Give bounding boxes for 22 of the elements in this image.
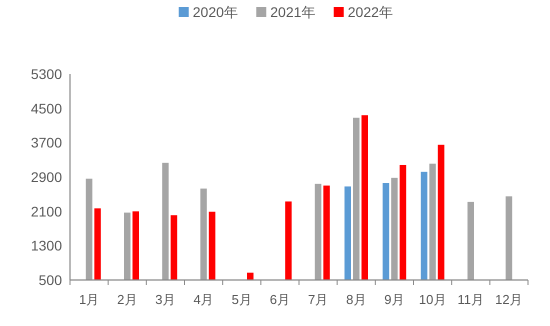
y-tick-label: 3700 (30, 134, 62, 151)
legend-label: 2020年 (192, 4, 238, 20)
x-tick-label: 7月 (308, 292, 328, 307)
x-tick-label: 11月 (458, 292, 484, 307)
x-tick-label: 5月 (232, 292, 252, 307)
x-tick-label: 3月 (155, 292, 176, 307)
x-tick-label: 2月 (117, 292, 138, 307)
x-tick-label: 4月 (193, 292, 214, 307)
x-tick-label: 1月 (78, 292, 100, 307)
y-tick-label: 2900 (30, 169, 62, 185)
y-tick-label: 4500 (30, 100, 62, 116)
y-tick-label: 1300 (30, 238, 62, 254)
x-tick-label: 12月 (495, 292, 523, 307)
y-tick-label: 5300 (30, 66, 62, 82)
legend-label: 2022年 (348, 4, 393, 20)
x-tick-label: 9月 (384, 292, 405, 307)
y-tick-label: 2100 (30, 203, 62, 220)
legend-label: 2021年 (270, 4, 316, 20)
y-tick-label: 500 (38, 272, 62, 288)
x-tick-label: 8月 (346, 292, 366, 307)
x-tick-label: 6月 (270, 292, 290, 307)
x-tick-label: 10月 (418, 292, 446, 307)
